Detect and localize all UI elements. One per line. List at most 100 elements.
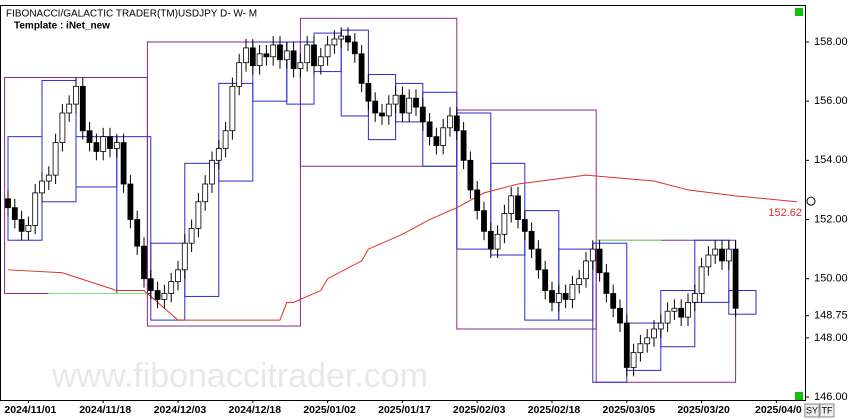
candle-body (630, 352, 637, 368)
candle-body (501, 213, 508, 235)
x-tick-label: 2025/01/02 (303, 404, 356, 416)
candle-body (283, 50, 290, 61)
x-tick-label: 2024/11/18 (79, 404, 131, 416)
candle-body (419, 106, 426, 123)
level-box (184, 162, 220, 297)
plot-frame (0, 5, 806, 401)
candle-body (277, 44, 283, 61)
candle-body (311, 44, 317, 67)
level-box (340, 29, 369, 117)
candle-body (705, 254, 712, 268)
candle-body (358, 53, 365, 84)
candle-body (127, 183, 134, 220)
candle-body (324, 44, 331, 58)
candle-body (209, 159, 215, 185)
candle-body (222, 130, 229, 149)
candle-body (515, 195, 521, 220)
candle-body (345, 35, 351, 43)
watermark: www.fibonaccitrader.com (51, 357, 428, 395)
tf-button[interactable] (819, 403, 835, 418)
candle-body (481, 210, 487, 232)
candle-body (147, 278, 154, 291)
y-tick-label: 148.00 (814, 332, 848, 344)
candle-body (256, 53, 263, 67)
app-title: FIBONACCI/GALACTIC TRADER(TM) (6, 9, 178, 20)
candle-body (712, 248, 719, 256)
x-tick-label: 2025/01/17 (378, 404, 431, 416)
candle-body (113, 142, 120, 149)
candle-body (100, 136, 107, 152)
candle-body (725, 248, 732, 262)
y-tick-label: 158.00 (814, 36, 848, 48)
indicator-line (7, 174, 797, 321)
candle-body (236, 62, 243, 87)
candle-body (576, 278, 583, 286)
candle-body (59, 112, 66, 143)
x-tick-label: 2024/12/18 (229, 404, 282, 416)
candle-body (243, 47, 249, 64)
candle-body (73, 85, 79, 105)
corner-marker (795, 8, 803, 16)
candle-body (338, 35, 345, 40)
tf-label: TF (822, 405, 833, 415)
candle-body (678, 307, 685, 318)
y-tick-label: 150.00 (814, 273, 848, 285)
candle-body (426, 121, 433, 138)
x-tick-label: 2025/03/05 (603, 404, 656, 416)
candle-body (290, 50, 297, 70)
toolbar: SY TF (804, 403, 835, 418)
candle-body (372, 100, 379, 114)
x-tick-label: 2024/11/01 (4, 404, 56, 416)
candle-body (79, 85, 86, 132)
candle-body (181, 242, 188, 271)
candle-body (168, 281, 175, 294)
candle-body (392, 94, 399, 105)
y-tick-label: 148.75 (814, 310, 848, 322)
candle-body (45, 174, 52, 182)
candle-body (671, 307, 678, 312)
candle-body (487, 230, 494, 250)
candle-body (596, 248, 603, 274)
sy-button[interactable] (804, 403, 820, 418)
candle-body (18, 219, 25, 232)
corner-marker (795, 392, 803, 400)
sy-label: SY (806, 405, 818, 415)
candle-body (617, 307, 623, 324)
candle-body (474, 189, 481, 212)
candle-body (583, 260, 589, 280)
last-value-label: 152.62 (768, 207, 802, 219)
candle-body (691, 293, 698, 303)
candle-body (249, 47, 256, 67)
candle-body (610, 293, 617, 309)
candle-body (549, 290, 555, 303)
candle-body (535, 248, 542, 271)
candle-body (317, 56, 324, 67)
candle-body (637, 343, 644, 354)
candle-body (154, 290, 161, 300)
candle-body (365, 83, 372, 102)
level-box (218, 82, 254, 182)
candle-body (379, 112, 385, 117)
candle-body (297, 62, 304, 70)
candle-body (406, 97, 413, 114)
candle-body (589, 248, 596, 262)
candle-body (195, 201, 202, 229)
candle-body (93, 142, 100, 152)
last-value-marker (806, 196, 816, 206)
candle-body (453, 115, 460, 132)
candle-body (399, 94, 406, 114)
candle-body (440, 127, 447, 146)
candle-body (52, 142, 59, 176)
candle-body (66, 103, 73, 114)
candle-body (215, 148, 222, 161)
level-box (728, 290, 757, 315)
candle-body (698, 266, 705, 294)
symbol: USDJPY D- W- M (178, 9, 257, 20)
plot-area (4, 17, 797, 383)
candle-body (385, 103, 392, 117)
candle-body (331, 38, 338, 46)
x-tick-label: 2025/03/20 (677, 404, 730, 416)
candle-body (521, 219, 528, 232)
